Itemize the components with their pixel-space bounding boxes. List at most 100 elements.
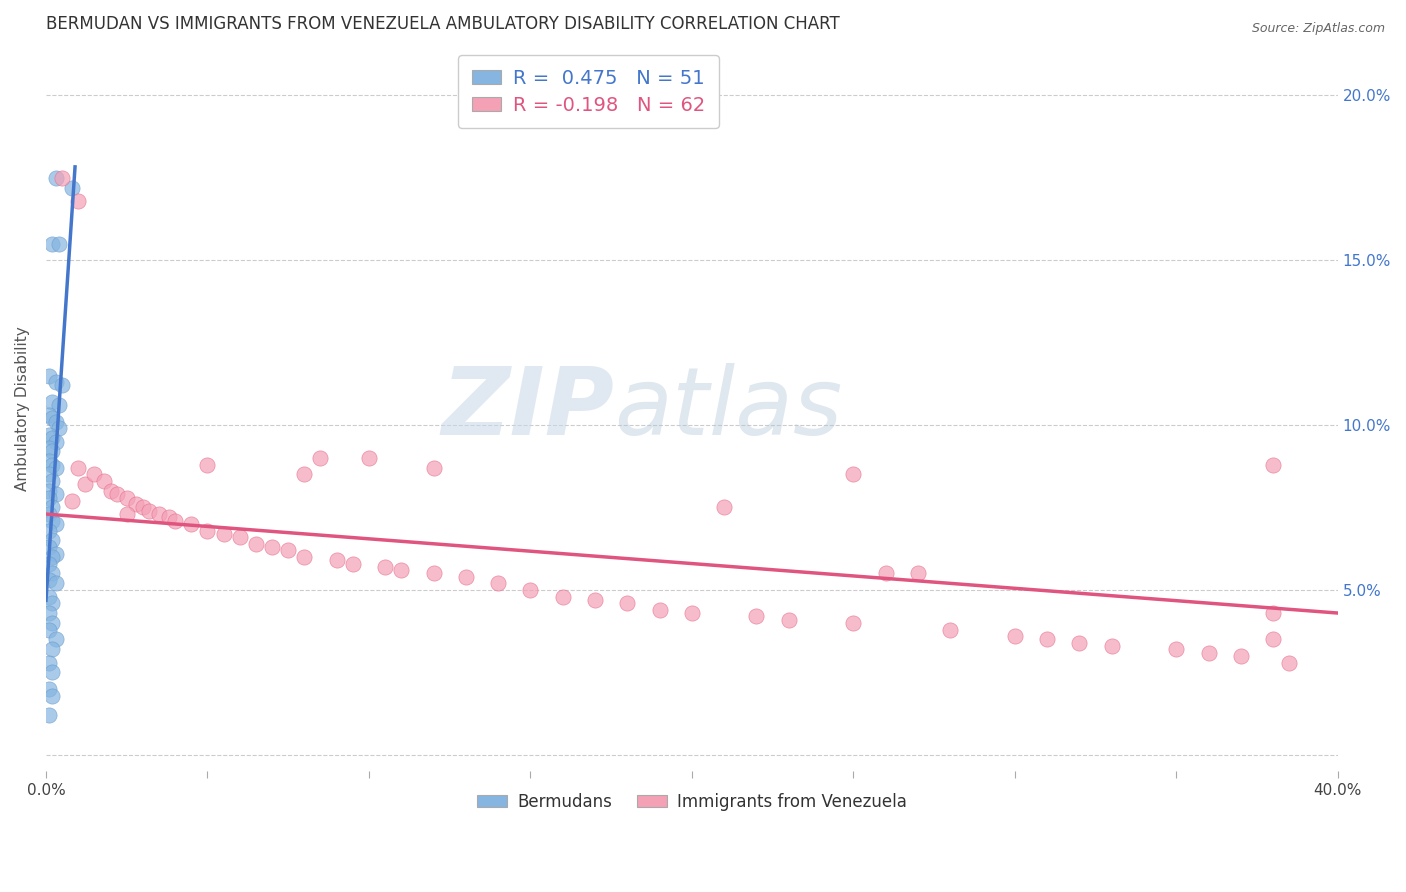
Point (132, 500, 155, 515)
Point (357, 450, 380, 465)
Point (45, 487, 67, 501)
Point (389, 563, 412, 577)
Point (374, 559, 396, 574)
Point (875, 566, 897, 581)
Point (41, 500, 63, 515)
Point (1263, 606, 1285, 620)
Point (157, 510, 180, 524)
Text: Source: ZipAtlas.com: Source: ZipAtlas.com (1251, 22, 1385, 36)
Point (48, 236, 70, 251)
Point (180, 516, 202, 531)
Point (41, 411, 63, 425)
Point (292, 467, 315, 482)
Point (115, 507, 138, 521)
Point (325, 553, 347, 567)
Point (45, 632, 67, 647)
Y-axis label: Ambulatory Disability: Ambulatory Disability (15, 326, 30, 491)
Point (41, 444, 63, 458)
Point (1101, 639, 1123, 653)
Point (41, 474, 63, 488)
Point (41, 615, 63, 630)
Point (41, 566, 63, 581)
Point (197, 458, 219, 472)
Point (260, 540, 283, 554)
Point (583, 592, 606, 607)
Point (41, 596, 63, 610)
Point (60, 180, 83, 194)
Point (38, 428, 60, 442)
Point (38, 507, 60, 521)
Point (138, 504, 160, 518)
Point (93, 474, 115, 488)
Point (38, 681, 60, 696)
Point (422, 566, 444, 581)
Point (229, 530, 252, 544)
Legend: Bermudans, Immigrants from Venezuela: Bermudans, Immigrants from Venezuela (471, 786, 914, 817)
Point (45, 415, 67, 429)
Point (38, 524, 60, 538)
Point (1263, 632, 1285, 647)
Point (45, 170, 67, 185)
Point (1036, 632, 1059, 647)
Point (45, 516, 67, 531)
Point (38, 467, 60, 482)
Point (842, 467, 865, 482)
Point (1004, 629, 1026, 643)
Point (83, 467, 105, 482)
Point (41, 431, 63, 445)
Point (277, 543, 299, 558)
Point (1198, 646, 1220, 660)
Point (148, 507, 170, 521)
Point (73, 477, 96, 491)
Point (38, 441, 60, 455)
Point (1263, 458, 1285, 472)
Point (45, 375, 67, 389)
Point (486, 576, 509, 591)
Point (38, 491, 60, 505)
Point (105, 487, 128, 501)
Point (38, 540, 60, 554)
Point (41, 395, 63, 409)
Point (212, 527, 235, 541)
Point (38, 454, 60, 468)
Point (778, 613, 800, 627)
Point (67, 461, 90, 475)
Point (38, 557, 60, 571)
Point (115, 491, 138, 505)
Point (38, 408, 60, 422)
Point (842, 615, 865, 630)
Point (45, 547, 67, 561)
Point (342, 557, 364, 571)
Point (907, 566, 929, 581)
Text: atlas: atlas (614, 363, 842, 454)
Point (422, 461, 444, 475)
Point (745, 609, 768, 624)
Point (41, 514, 63, 528)
Point (51, 170, 73, 185)
Point (125, 497, 148, 511)
Point (38, 483, 60, 498)
Point (41, 236, 63, 251)
Point (100, 483, 122, 498)
Point (292, 549, 315, 564)
Point (38, 623, 60, 637)
Point (41, 458, 63, 472)
Point (41, 642, 63, 657)
Point (45, 434, 67, 449)
Point (1166, 642, 1188, 657)
Point (309, 450, 332, 465)
Point (41, 689, 63, 703)
Point (681, 606, 703, 620)
Point (197, 524, 219, 538)
Point (41, 549, 63, 564)
Point (38, 590, 60, 604)
Point (48, 398, 70, 412)
Point (1278, 656, 1301, 670)
Text: ZIP: ZIP (441, 362, 614, 455)
Text: BERMUDAN VS IMMIGRANTS FROM VENEZUELA AMBULATORY DISABILITY CORRELATION CHART: BERMUDAN VS IMMIGRANTS FROM VENEZUELA AM… (46, 15, 839, 33)
Point (1069, 636, 1091, 650)
Point (38, 656, 60, 670)
Point (713, 500, 735, 515)
Point (45, 461, 67, 475)
Point (45, 576, 67, 591)
